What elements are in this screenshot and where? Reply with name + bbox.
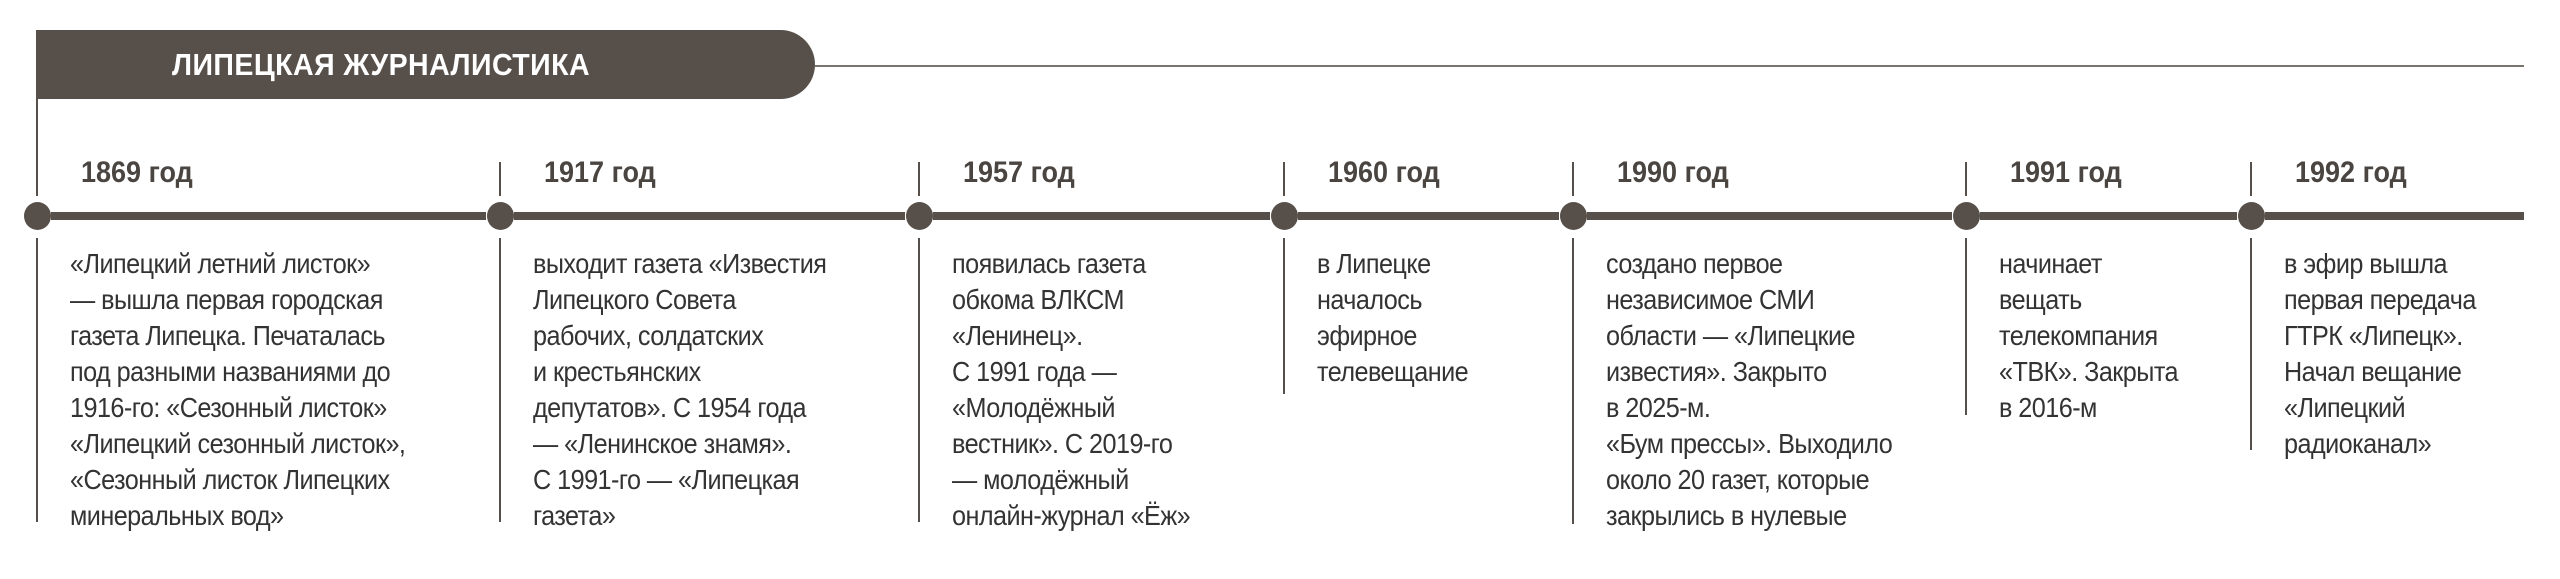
divider-line-top: [36, 162, 38, 196]
description-line: «Липецкий: [2284, 392, 2406, 423]
description-line: около 20 газет, которые: [1606, 464, 1870, 495]
description-line: радиоканал»: [2284, 428, 2432, 459]
description-line: в 2025-м.: [1606, 392, 1711, 423]
description-line: С 1991-го — «Липецкая: [533, 464, 800, 495]
event-year: 1957 год: [963, 156, 1075, 189]
event-description: «Липецкий летний листок» — вышла первая г…: [70, 246, 406, 534]
event-year: 1869 год: [81, 156, 193, 189]
description-line: независимое СМИ: [1606, 284, 1815, 315]
description-line: рабочих, солдатских: [533, 320, 764, 351]
event-year: 1960 год: [1328, 156, 1440, 189]
description-line: ГТРК «Липецк».: [2284, 320, 2463, 351]
divider-line-bottom: [499, 238, 501, 522]
description-line: «Бум прессы». Выходило: [1606, 428, 1893, 459]
description-line: области — «Липецкие: [1606, 320, 1856, 351]
timeline-dot: [487, 202, 514, 230]
banner-connector-line: [36, 99, 38, 196]
timeline-dot: [906, 202, 933, 230]
description-line: «ТВК». Закрыта: [1999, 356, 2179, 387]
description-line: газета Липецка. Печаталась: [70, 320, 386, 351]
timeline-segment: [1298, 212, 1559, 220]
description-line: началось: [1317, 284, 1422, 315]
description-line: «Сезонный листок Липецких: [70, 464, 390, 495]
description-line: под разными названиями до: [70, 356, 391, 387]
description-line: появилась газета: [952, 248, 1146, 279]
description-line: «Липецкий летний листок»: [70, 248, 371, 279]
description-line: газета»: [533, 500, 616, 531]
divider-line-bottom: [1283, 238, 1285, 394]
description-line: Начал вещание: [2284, 356, 2462, 387]
timeline-dot: [1271, 202, 1298, 230]
description-line: первая передача: [2284, 284, 2476, 315]
description-line: выходит газета «Известия: [533, 248, 827, 279]
event-description: в Липецке началось эфирное телевещание: [1317, 246, 1469, 390]
description-line: в Липецке: [1317, 248, 1431, 279]
timeline-dot: [1560, 202, 1587, 230]
description-line: «Липецкий сезонный листок»,: [70, 428, 406, 459]
divider-line-top: [499, 162, 501, 196]
event-year: 1990 год: [1617, 156, 1729, 189]
divider-line-top: [1572, 162, 1574, 196]
description-line: минеральных вод»: [70, 500, 284, 531]
description-line: «Ленинец».: [952, 320, 1083, 351]
description-line: 1916-го: «Сезонный листок»: [70, 392, 387, 423]
divider-line-bottom: [2250, 238, 2252, 450]
title-rule: [815, 65, 2524, 67]
description-line: телевещание: [1317, 356, 1469, 387]
divider-line-bottom: [1572, 238, 1574, 524]
description-line: телекомпания: [1999, 320, 2158, 351]
description-line: в 2016-м: [1999, 392, 2097, 423]
divider-line-top: [918, 162, 920, 196]
divider-line-bottom: [36, 238, 38, 522]
event-description: в эфир вышла первая передача ГТРК «Липецк»…: [2284, 246, 2476, 462]
description-line: эфирное: [1317, 320, 1417, 351]
event-description: выходит газета «Известия Липецкого Совета…: [533, 246, 827, 534]
title-banner: ЛИПЕЦКАЯ ЖУРНАЛИСТИКА: [36, 30, 815, 99]
timeline-segment: [51, 212, 486, 220]
description-line: онлайн-журнал «Ёж»: [952, 500, 1191, 531]
divider-line-top: [1283, 162, 1285, 196]
timeline-segment: [2265, 212, 2524, 220]
description-line: — молодёжный: [952, 464, 1129, 495]
timeline-dot: [24, 202, 51, 230]
description-line: «Молодёжный: [952, 392, 1115, 423]
description-line: вестник». С 2019-го: [952, 428, 1173, 459]
event-description: начинает вещать телекомпания «ТВК». Закрыта…: [1999, 246, 2179, 426]
divider-line-top: [2250, 162, 2252, 196]
timeline-dot: [1953, 202, 1980, 230]
description-line: вещать: [1999, 284, 2082, 315]
description-line: в эфир вышла: [2284, 248, 2448, 279]
timeline-segment: [1587, 212, 1952, 220]
description-line: и крестьянских: [533, 356, 701, 387]
timeline-segment: [514, 212, 905, 220]
event-description: появилась газета обкома ВЛКСМ «Ленинец». С …: [952, 246, 1191, 534]
event-year: 1917 год: [544, 156, 656, 189]
divider-line-top: [1965, 162, 1967, 196]
description-line: начинает: [1999, 248, 2102, 279]
divider-line-bottom: [918, 238, 920, 522]
event-year: 1991 год: [2010, 156, 2122, 189]
description-line: обкома ВЛКСМ: [952, 284, 1125, 315]
event-year: 1992 год: [2295, 156, 2407, 189]
page-title: ЛИПЕЦКАЯ ЖУРНАЛИСТИКА: [172, 47, 591, 82]
event-description: создано первое независимое СМИ области — «…: [1606, 246, 1893, 534]
divider-line-bottom: [1965, 238, 1967, 415]
description-line: закрылись в нулевые: [1606, 500, 1847, 531]
description-line: С 1991 года —: [952, 356, 1117, 387]
timeline-segment: [1980, 212, 2237, 220]
description-line: создано первое: [1606, 248, 1783, 279]
description-line: — вышла первая городская: [70, 284, 383, 315]
description-line: известия». Закрыто: [1606, 356, 1827, 387]
description-line: депутатов». С 1954 года: [533, 392, 807, 423]
timeline-dot: [2238, 202, 2265, 230]
timeline-segment: [933, 212, 1270, 220]
description-line: Липецкого Совета: [533, 284, 736, 315]
description-line: — «Ленинское знамя».: [533, 428, 792, 459]
